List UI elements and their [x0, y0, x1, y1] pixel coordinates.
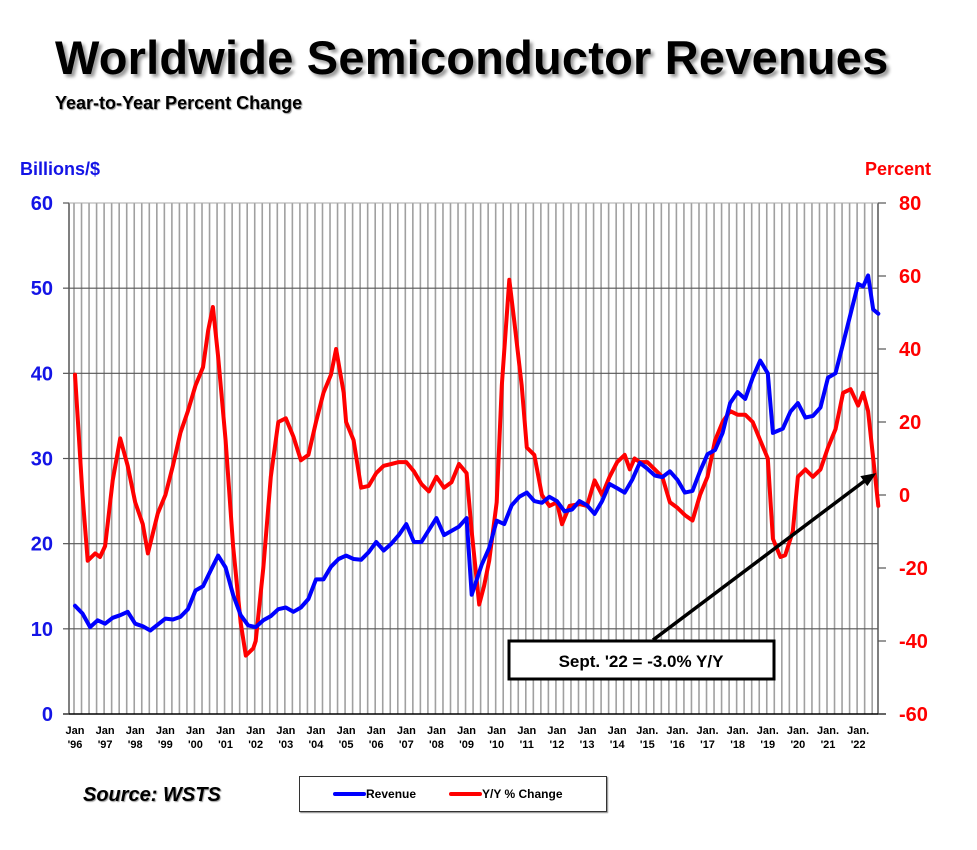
x-tick-label: Jan — [578, 725, 597, 737]
x-tick-label-year: '22 — [851, 739, 866, 751]
left-tick-label: 60 — [31, 193, 53, 215]
x-tick-label-year: '02 — [248, 739, 263, 751]
x-tick-label-year: '11 — [520, 739, 534, 751]
x-tick-label: Jan. — [787, 725, 809, 737]
x-tick-label: Jan — [96, 725, 115, 737]
left-tick-label: 40 — [31, 363, 53, 385]
x-tick-label-year: '16 — [670, 739, 685, 751]
x-tick-label-year: '00 — [188, 739, 203, 751]
x-tick-label: Jan. — [817, 725, 839, 737]
x-tick-label: Jan — [246, 725, 265, 737]
x-tick-label-year: '09 — [459, 739, 474, 751]
legend-label-yoy: Y/Y % Change — [482, 787, 563, 801]
x-tick-label-year: '17 — [700, 739, 715, 751]
x-tick-label: Jan — [427, 725, 446, 737]
right-axis-label: Percent — [864, 159, 931, 179]
x-tick-label: Jan — [186, 725, 205, 737]
x-tick-label: Jan — [306, 725, 325, 737]
x-tick-label-year: '06 — [369, 739, 384, 751]
right-tick-label: -60 — [899, 704, 928, 726]
x-tick-label: Jan — [337, 725, 356, 737]
horizontal-gridlines — [69, 287, 878, 630]
right-axis-ticks: 80 60 40 20 0 -20 -40 -60 — [878, 193, 928, 726]
x-tick-label-year: '05 — [339, 739, 354, 751]
x-tick-label: Jan — [66, 725, 85, 737]
right-tick-label: 0 — [899, 485, 910, 507]
left-tick-label: 50 — [31, 278, 53, 300]
x-tick-label-year: '04 — [309, 739, 325, 751]
x-tick-label-year: '10 — [489, 739, 504, 751]
x-tick-label: Jan. — [727, 725, 749, 737]
right-tick-label: 40 — [899, 339, 921, 361]
x-tick-label: Jan — [397, 725, 416, 737]
x-tick-label-year: '03 — [278, 739, 293, 751]
x-tick-label-year: '21 — [821, 739, 836, 751]
annotation-arrow-line — [651, 476, 870, 642]
yoy-change-line — [73, 277, 881, 658]
x-tick-label-year: '14 — [610, 739, 626, 751]
legend-label-revenue: Revenue — [366, 787, 417, 801]
right-tick-label: -40 — [899, 631, 928, 653]
x-tick-label-year: '12 — [549, 739, 564, 751]
x-tick-label: Jan — [126, 725, 145, 737]
x-tick-label-year: '19 — [760, 739, 775, 751]
x-tick-label: Jan — [156, 725, 175, 737]
x-tick-label-year: '97 — [98, 739, 113, 751]
annotation-text: Sept. '22 = -3.0% Y/Y — [559, 652, 724, 671]
left-tick-label: 0 — [42, 704, 53, 726]
right-tick-label: 80 — [899, 193, 921, 215]
legend-item-revenue: Revenue — [333, 787, 416, 801]
annotation-box — [507, 639, 776, 681]
left-tick-label: 30 — [31, 449, 53, 471]
annotation-arrow-head — [860, 473, 877, 487]
x-tick-label: Jan. — [636, 725, 658, 737]
chart-title: Worldwide Semiconductor Revenues — [55, 31, 889, 84]
left-axis-ticks: 60 50 40 30 20 10 0 — [31, 193, 69, 726]
x-tick-label: Jan. — [757, 725, 779, 737]
left-tick-label: 10 — [31, 619, 53, 641]
x-tick-label-year: '13 — [580, 739, 595, 751]
x-tick-label: Jan — [608, 725, 627, 737]
x-tick-label-year: '98 — [128, 739, 143, 751]
right-tick-label: 20 — [899, 412, 921, 434]
x-tick-label-year: '08 — [429, 739, 444, 751]
x-tick-label: Jan. — [847, 725, 869, 737]
x-tick-label: Jan — [216, 725, 235, 737]
x-tick-label-year: '15 — [640, 739, 655, 751]
right-tick-label: 60 — [899, 266, 921, 288]
chart-subtitle: Year-to-Year Percent Change — [55, 93, 303, 113]
x-tick-label: Jan — [487, 725, 506, 737]
x-tick-label-year: '96 — [68, 739, 83, 751]
source-label: Source: WSTS — [83, 784, 221, 806]
x-tick-label-year: '99 — [158, 739, 173, 751]
revenue-line — [73, 273, 881, 633]
x-tick-label-year: '20 — [790, 739, 805, 751]
x-tick-label: Jan — [547, 725, 566, 737]
series-lines — [73, 273, 881, 658]
x-tick-label: Jan — [276, 725, 295, 737]
x-tick-label-year: '01 — [218, 739, 233, 751]
x-tick-label: Jan. — [697, 725, 719, 737]
x-tick-label-year: '18 — [730, 739, 745, 751]
x-axis-ticks: Jan '96 Jan '97 Jan '98 Jan '99 Jan '00 Jan '01 Jan '… — [66, 725, 870, 751]
left-tick-label: 20 — [31, 534, 53, 556]
x-tick-label: Jan — [367, 725, 386, 737]
x-tick-label: Jan. — [666, 725, 688, 737]
x-tick-label: Jan — [457, 725, 476, 737]
legend: Revenue Y/Y % Change — [299, 776, 607, 812]
x-tick-label-year: '07 — [399, 739, 414, 751]
x-tick-label: Jan — [517, 725, 536, 737]
left-axis-label: Billions/$ — [20, 159, 101, 179]
legend-swatch-revenue — [333, 792, 366, 796]
right-tick-label: -20 — [899, 558, 928, 580]
legend-swatch-yoy — [449, 792, 483, 796]
annotation: Sept. '22 = -3.0% Y/Y — [507, 473, 877, 681]
legend-item-yoy: Y/Y % Change — [449, 787, 563, 801]
